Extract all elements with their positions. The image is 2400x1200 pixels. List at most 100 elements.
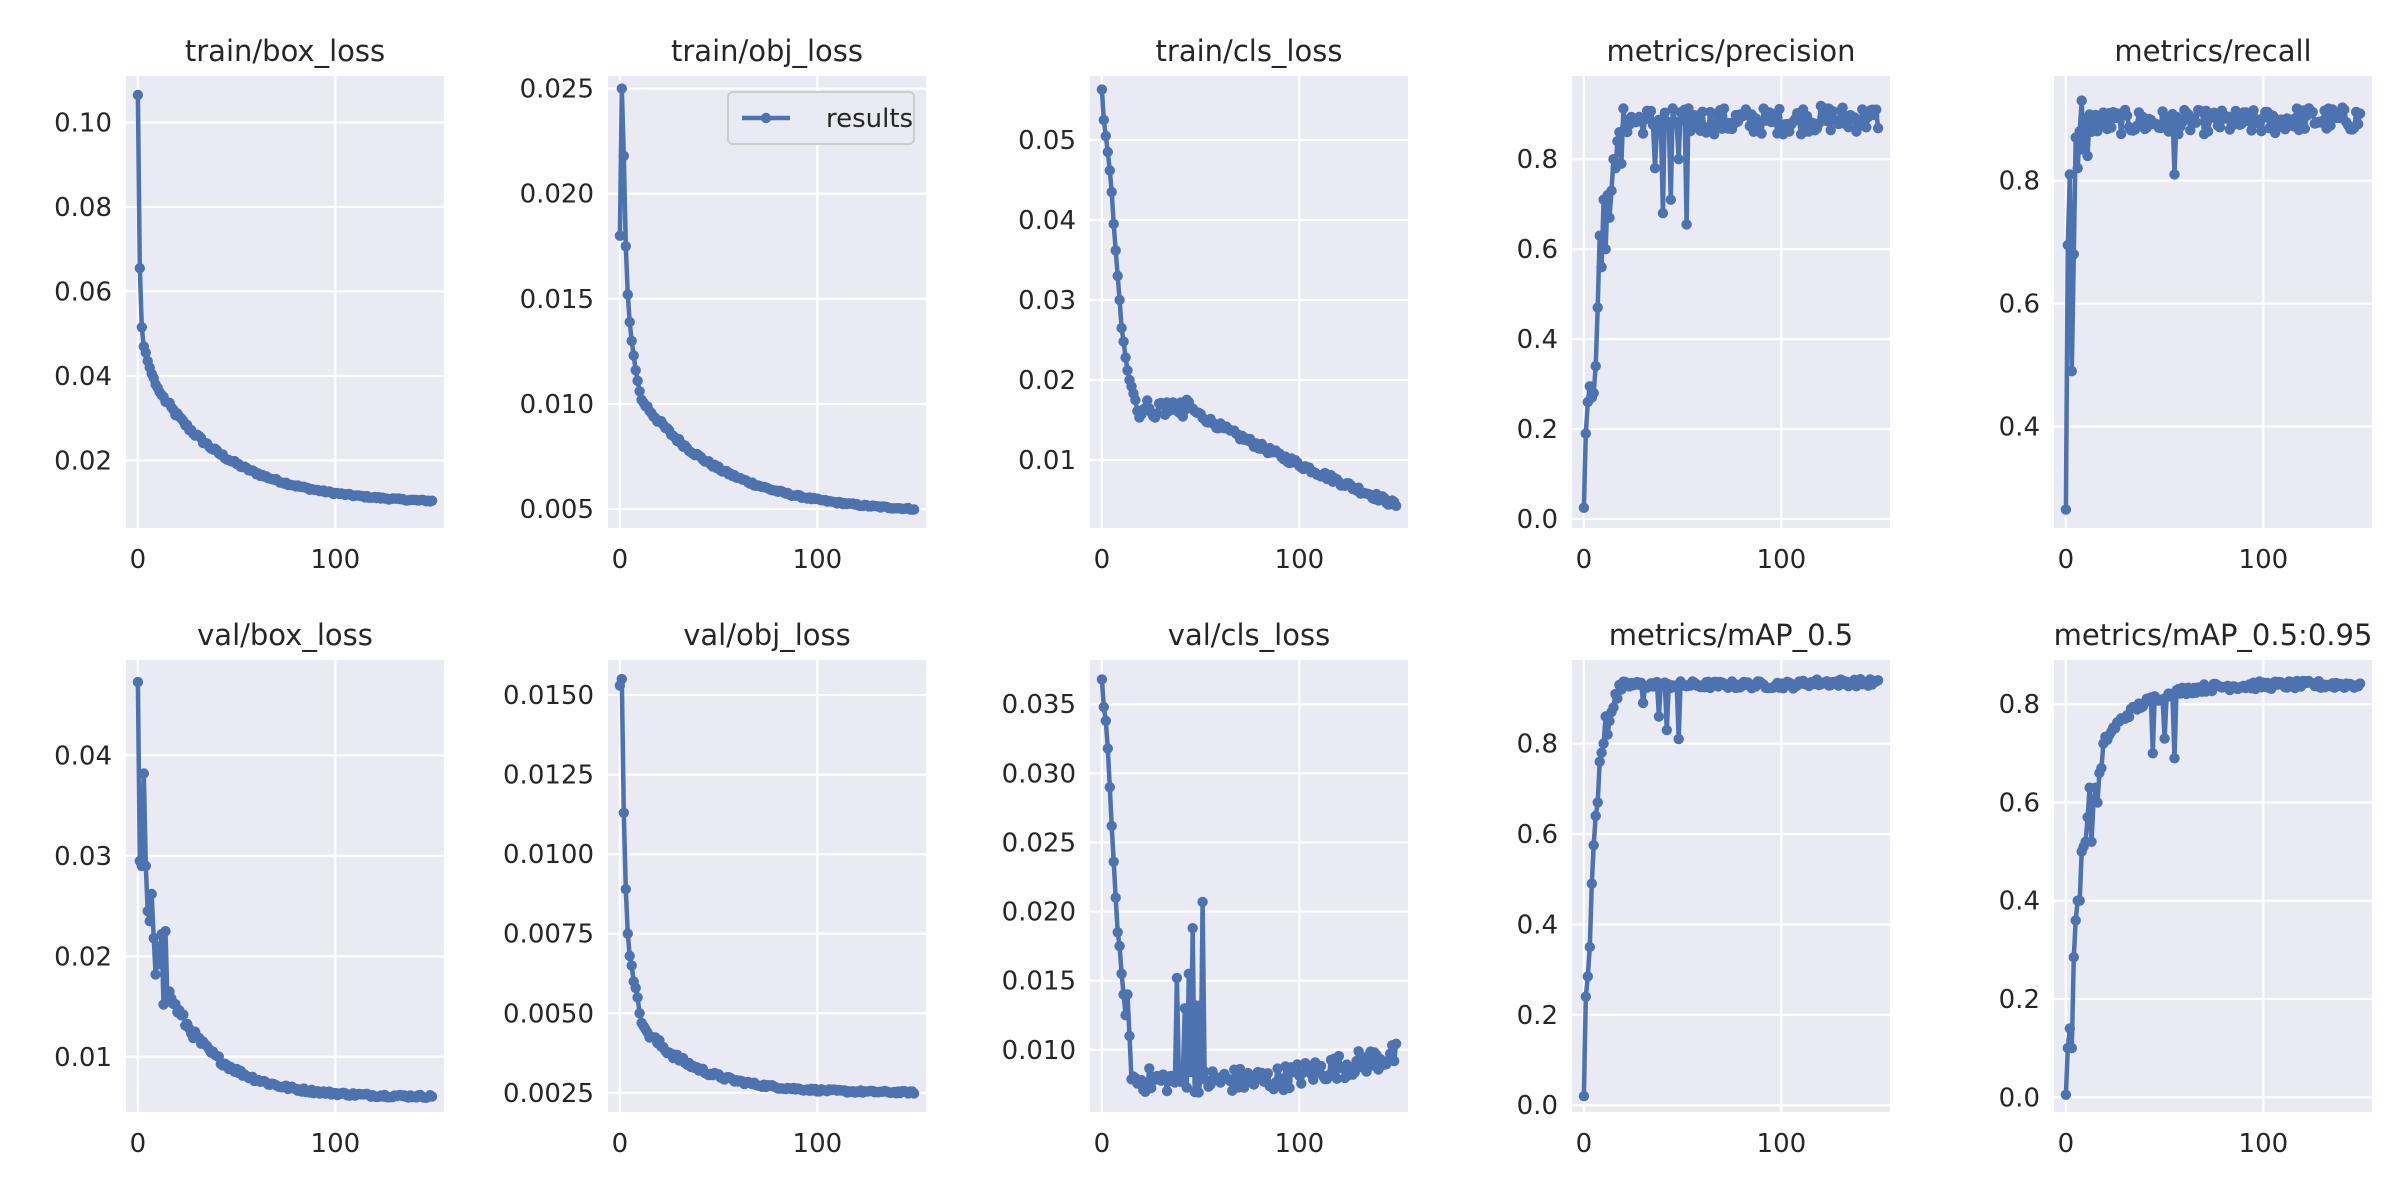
data-point	[626, 960, 637, 971]
y-tick-label: 0.04	[1018, 206, 1076, 236]
data-point	[1349, 1067, 1360, 1078]
data-point	[144, 916, 155, 927]
y-tick-label: 0.10	[54, 108, 112, 138]
subplot-title: metrics/mAP_0.5:0.95	[2054, 618, 2373, 652]
y-tick-label: 0.010	[520, 390, 594, 420]
data-point	[2064, 169, 2075, 180]
x-tick-label: 0	[612, 545, 629, 575]
data-point	[1592, 302, 1603, 313]
subplot-1: train/obj_loss 0 100 0.005 0.010 0.015 0.020 0.…	[520, 34, 926, 575]
data-point	[1592, 797, 1603, 808]
data-point	[1120, 1010, 1131, 1021]
data-point	[2147, 748, 2158, 759]
data-point	[1837, 102, 1848, 113]
data-point	[1102, 743, 1114, 754]
x-tick-label: 0	[1094, 1129, 1111, 1159]
data-point	[2116, 128, 2127, 140]
x-tick-label: 0	[1576, 1129, 1593, 1159]
subplot-title: train/box_loss	[185, 34, 385, 68]
data-point	[1122, 989, 1133, 1000]
axes-background	[608, 76, 926, 528]
data-point	[2307, 106, 2318, 118]
data-point	[908, 1088, 920, 1099]
subplot-title: val/cls_loss	[1168, 618, 1330, 652]
y-tick-label: 0.02	[1018, 366, 1076, 396]
data-point	[146, 888, 157, 900]
data-point	[2354, 678, 2366, 689]
data-point	[2062, 239, 2073, 251]
data-point	[2082, 150, 2093, 162]
data-point	[1580, 991, 1592, 1002]
y-tick-label: 0.020	[520, 180, 594, 210]
data-point	[1588, 387, 1599, 399]
subplot-title: val/box_loss	[197, 618, 373, 652]
data-point	[140, 347, 151, 358]
data-point	[152, 941, 163, 952]
data-point	[624, 950, 635, 962]
legend-label: results	[826, 104, 913, 134]
axes-background	[2054, 660, 2372, 1112]
data-point	[1594, 230, 1605, 241]
data-point	[154, 959, 165, 970]
data-point	[1645, 105, 1657, 117]
axes-background	[126, 660, 444, 1112]
data-point	[1673, 154, 1684, 165]
y-tick-label: 0.01	[54, 1043, 112, 1073]
data-point	[1821, 115, 1833, 127]
data-point	[1582, 971, 1594, 982]
data-point	[1588, 840, 1599, 851]
data-point	[1296, 1078, 1307, 1089]
data-point	[1709, 129, 1720, 140]
data-point	[1657, 208, 1669, 219]
data-point	[1596, 261, 1607, 273]
data-point	[1612, 693, 1623, 704]
x-tick-label: 0	[2058, 545, 2075, 575]
data-point	[1191, 1000, 1202, 1011]
data-point	[1827, 106, 1838, 117]
data-point	[1114, 294, 1125, 306]
data-point	[1578, 502, 1590, 513]
data-point	[2226, 120, 2237, 132]
data-point	[1683, 103, 1694, 114]
y-tick-label: 0.4	[1999, 413, 2040, 443]
y-tick-label: 0.0150	[503, 681, 594, 711]
data-point	[2123, 711, 2135, 723]
data-point	[1177, 1070, 1189, 1082]
data-point	[140, 860, 151, 872]
y-tick-label: 0.005	[520, 495, 594, 525]
data-point	[1098, 701, 1110, 713]
data-point	[1193, 1087, 1204, 1098]
y-tick-label: 0.020	[1002, 898, 1076, 928]
y-tick-label: 0.4	[1517, 910, 1558, 940]
data-point	[2090, 782, 2101, 793]
data-point	[132, 89, 144, 101]
subplot-8: metrics/mAP_0.5 0 100 0.0 0.2 0.4 0.6 0.8	[1517, 618, 1890, 1159]
data-point	[2106, 122, 2117, 133]
y-tick-label: 0.2	[1999, 985, 2040, 1015]
data-point	[1142, 395, 1153, 406]
y-tick-label: 0.6	[1517, 820, 1558, 850]
data-point	[2163, 126, 2174, 137]
data-point	[2354, 108, 2366, 119]
y-tick-label: 0.010	[1002, 1036, 1076, 1066]
x-tick-label: 100	[311, 545, 361, 575]
data-point	[1096, 674, 1108, 685]
y-tick-label: 0.08	[54, 193, 112, 223]
data-point	[1616, 158, 1627, 169]
y-tick-label: 0.2	[1517, 1001, 1558, 1031]
data-point	[1185, 1066, 1196, 1078]
data-point	[1199, 1066, 1210, 1077]
data-point	[2060, 504, 2072, 515]
y-tick-label: 0.0125	[503, 761, 594, 791]
subplot-2: train/cls_loss 0 100 0.01 0.02 0.03 0.04 0.05	[1018, 34, 1408, 575]
data-point	[634, 1008, 645, 1019]
data-point	[1608, 702, 1619, 713]
data-point	[178, 1009, 189, 1020]
y-tick-label: 0.0	[1517, 1091, 1558, 1121]
data-point	[1108, 856, 1119, 867]
data-point	[1262, 1068, 1274, 1079]
data-point	[1653, 711, 1665, 722]
data-point	[1096, 84, 1108, 95]
x-tick-label: 0	[1094, 545, 1111, 575]
